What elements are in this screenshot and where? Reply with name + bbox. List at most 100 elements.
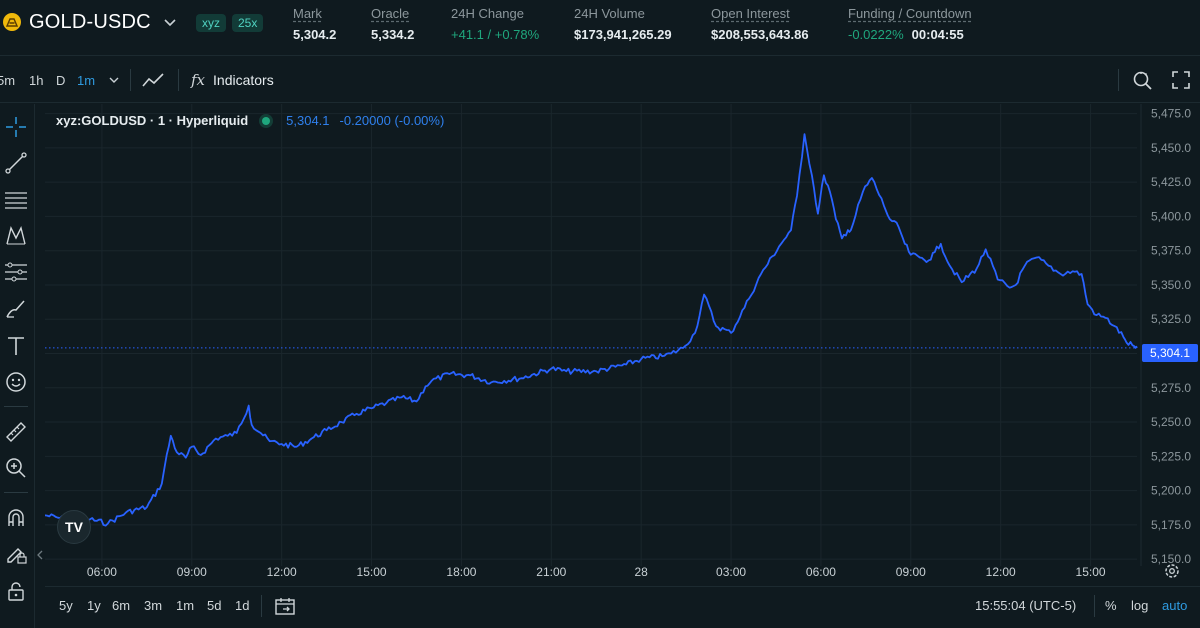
goto-date-icon[interactable] <box>274 596 296 616</box>
zoom-in-tool[interactable] <box>3 455 29 481</box>
timeframe-1m[interactable]: 1m <box>77 73 96 88</box>
collapse-toolbar-icon[interactable] <box>36 550 44 560</box>
range-6m[interactable]: 6m <box>112 598 131 613</box>
range-5d[interactable]: 5d <box>207 598 222 613</box>
screenshot-search-icon[interactable] <box>1132 69 1154 91</box>
volume-value: $173,941,265.29 <box>574 27 672 42</box>
range-3m[interactable]: 3m <box>144 598 163 613</box>
range-1m[interactable]: 1m <box>176 598 195 613</box>
trend-line-tool[interactable] <box>3 150 29 176</box>
text-tool[interactable] <box>3 333 29 359</box>
x-tick-label: 21:00 <box>536 565 566 579</box>
x-tick-label: 09:00 <box>177 565 207 579</box>
tools-divider <box>4 406 28 407</box>
log-scale-button[interactable]: log <box>1131 598 1149 613</box>
pair-selector[interactable]: GOLD-USDC <box>29 11 151 33</box>
magnet-icon <box>8 509 24 526</box>
y-tick-label: 5,175.0 <box>1151 518 1191 532</box>
price-chart-svg[interactable]: 5,150.0 5,175.0 5,200.0 5,225.0 5,250.0 5,275… <box>44 104 1200 584</box>
fullscreen-icon[interactable] <box>1171 70 1191 90</box>
y-tick-label: 5,250.0 <box>1151 415 1191 429</box>
y-tick-label: 5,200.0 <box>1151 484 1191 498</box>
change-value: +41.1 / +0.78% <box>451 27 540 42</box>
y-tick-label: 5,225.0 <box>1151 449 1191 463</box>
ruler-icon <box>6 422 26 442</box>
funding-value: -0.0222% 00:04:55 <box>848 27 972 42</box>
toolbar-divider <box>130 69 131 91</box>
chart-type-icon[interactable] <box>141 71 165 89</box>
y-tick-label: 5,275.0 <box>1151 381 1191 395</box>
chart-settings-icon[interactable] <box>1165 564 1179 578</box>
crosshair-tool[interactable] <box>3 114 29 140</box>
zoom-in-icon <box>6 458 26 478</box>
x-tick-label: 06:00 <box>806 565 836 579</box>
x-tick-label: 09:00 <box>896 565 926 579</box>
funding-rate: -0.0222% <box>848 27 904 42</box>
magnet-tool[interactable] <box>3 505 29 531</box>
timeframe-1h[interactable]: 1h <box>29 73 44 88</box>
open-interest-label: Open Interest <box>711 6 790 21</box>
range-1y[interactable]: 1y <box>87 598 101 613</box>
bottom-bar: 5y 1y 6m 3m 1m 5d 1d 15:55:04 (UTC-5) % … <box>45 586 1200 628</box>
fib-tool[interactable] <box>3 259 29 285</box>
timeframe-chevron-icon[interactable] <box>108 75 120 85</box>
y-tick-label: 5,475.0 <box>1151 107 1191 121</box>
text-icon <box>8 337 24 355</box>
funding-label: Funding / Countdown <box>848 6 972 21</box>
brush-icon <box>6 300 25 318</box>
crosshair-icon <box>6 117 26 137</box>
gold-coin-icon <box>3 13 21 31</box>
mark-label: Mark <box>293 6 322 21</box>
chart-legend: xyz:GOLDUSD · 1 · Hyperliquid 5,304.1 -0… <box>56 113 444 128</box>
bottom-divider <box>261 595 262 617</box>
pattern-tool[interactable] <box>3 223 29 249</box>
mark-stat: Mark 5,304.2 <box>293 6 336 42</box>
chevron-down-icon[interactable] <box>163 15 177 29</box>
y-tick-label: 5,450.0 <box>1151 141 1191 155</box>
price-chart[interactable]: 5,150.0 5,175.0 5,200.0 5,225.0 5,250.0 5,275… <box>44 104 1200 584</box>
mark-value: 5,304.2 <box>293 27 337 42</box>
oracle-stat: Oracle 5,334.2 <box>371 6 414 42</box>
market-status-dot <box>262 116 271 125</box>
toolbar-chart-divider <box>34 104 35 628</box>
brush-tool[interactable] <box>3 296 29 322</box>
gear-center <box>1169 568 1175 574</box>
trend-line-icon <box>5 152 27 174</box>
horizontal-lines-icon <box>5 192 27 209</box>
auto-scale-button[interactable]: auto <box>1162 598 1188 613</box>
clock-timezone[interactable]: 15:55:04 (UTC-5) <box>975 598 1077 613</box>
open-interest-stat: Open Interest $208,553,643.86 <box>711 6 809 42</box>
pattern-icon <box>6 225 26 245</box>
bottom-divider <box>1094 595 1095 617</box>
change-stat: 24H Change +41.1 / +0.78% <box>451 6 539 42</box>
indicators-button[interactable]: fx Indicators <box>191 69 274 91</box>
range-5y[interactable]: 5y <box>59 598 73 613</box>
emoji-tool[interactable] <box>3 369 29 395</box>
y-tick-label: 5,375.0 <box>1151 244 1191 258</box>
y-tick-label: 5,350.0 <box>1151 278 1191 292</box>
x-tick-label: 12:00 <box>267 565 297 579</box>
percent-scale-button[interactable]: % <box>1105 598 1117 613</box>
y-tick-label: 5,425.0 <box>1151 175 1191 189</box>
price-series-line <box>44 133 1138 527</box>
lock-tool[interactable] <box>3 578 29 604</box>
timeframe-d[interactable]: D <box>56 73 66 88</box>
range-1d[interactable]: 1d <box>235 598 250 613</box>
volume-stat: 24H Volume $173,941,265.29 <box>574 6 672 42</box>
funding-countdown: 00:04:55 <box>911 27 964 42</box>
timeframe-5m[interactable]: 5m <box>0 73 16 88</box>
y-tick-label: 5,150.0 <box>1151 552 1191 566</box>
fib-icon <box>5 262 27 282</box>
last-price-tag: 5,304.1 <box>1142 344 1198 362</box>
toolbar-divider <box>1118 69 1119 91</box>
tradingview-logo[interactable]: TV <box>57 510 91 544</box>
toolbar-divider <box>178 69 179 91</box>
open-interest-value: $208,553,643.86 <box>711 27 809 42</box>
dex-tag: xyz <box>196 14 226 32</box>
change-label: 24H Change <box>451 6 524 21</box>
gear-outline <box>1165 564 1179 578</box>
horizontal-lines-tool[interactable] <box>3 187 29 213</box>
ruler-tool[interactable] <box>3 419 29 445</box>
lock-drawing-tool[interactable] <box>3 541 29 567</box>
leverage-tag: 25x <box>232 14 264 32</box>
